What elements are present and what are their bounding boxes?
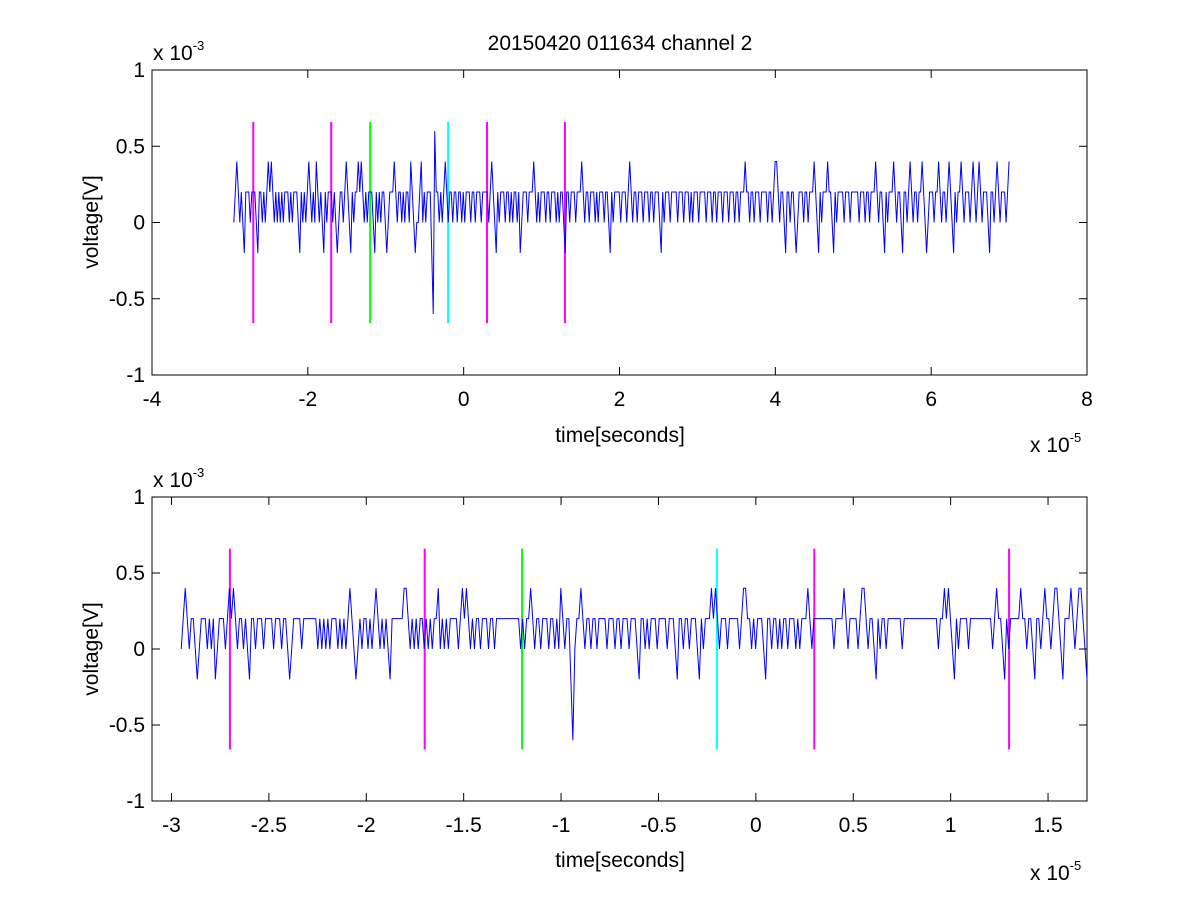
bottom-y-exponent-base: x 10 — [153, 469, 193, 492]
bottom-plot-area — [151, 496, 1088, 802]
bottom-series-group — [180, 587, 1088, 741]
bottom-x-tick-label: 0 — [750, 814, 762, 837]
bottom-x-tick-label: -3 — [162, 814, 181, 837]
top-series-group — [233, 130, 1010, 315]
bottom-signal-line — [180, 587, 1088, 741]
bottom-x-tick-label: 1 — [945, 814, 957, 837]
bottom-y-tick-label: 0.5 — [116, 562, 145, 585]
bottom-x-exponent-base: x 10 — [1030, 862, 1070, 885]
top-ticks: -4 -2 0 2 4 6 8 -1 -0.5 0 0.5 1 — [109, 59, 1093, 411]
bottom-axes: -3 -2.5 -2 -1.5 -1 -0.5 0 0.5 1 1.5 -1 -0.5 0 0.5 1 ti… — [80, 465, 1088, 885]
bottom-x-tick-label: -1 — [552, 814, 571, 837]
bottom-x-exponent-power: -5 — [1070, 858, 1082, 873]
bottom-y-axis-label: voltage[V] — [80, 602, 103, 695]
top-y-tick-label: -1 — [126, 364, 145, 387]
bottom-event-markers — [228, 548, 1011, 750]
bottom-y-tick-label: 0 — [133, 638, 145, 661]
top-x-exponent: x 10-5 — [1030, 430, 1081, 457]
top-y-tick-label: 1 — [133, 59, 145, 82]
bottom-x-tick-label: -2.5 — [251, 814, 287, 837]
top-x-tick-label: -4 — [143, 388, 162, 411]
bottom-x-axis-label: time[seconds] — [555, 849, 685, 872]
top-axes: -4 -2 0 2 4 6 8 -1 -0.5 0 0.5 1 time[seconds] volta… — [80, 38, 1093, 457]
top-y-tick-label: 0.5 — [116, 135, 145, 158]
top-y-tick-label: 0 — [133, 212, 145, 235]
top-plot-area — [151, 69, 1088, 376]
top-x-tick-label: 2 — [614, 388, 626, 411]
top-y-tick-label: -0.5 — [109, 288, 145, 311]
top-x-axis-label: time[seconds] — [555, 424, 685, 447]
bottom-x-tick-label: -2 — [357, 814, 376, 837]
top-x-tick-label: -2 — [298, 388, 317, 411]
top-x-tick-label: 0 — [458, 388, 470, 411]
top-event-markers — [252, 121, 566, 324]
top-x-exponent-power: -5 — [1070, 430, 1082, 445]
top-signal-line — [233, 130, 1010, 315]
bottom-y-tick-label: -1 — [126, 790, 145, 813]
bottom-x-tick-label: -0.5 — [640, 814, 676, 837]
bottom-x-exponent: x 10-5 — [1030, 858, 1081, 885]
bottom-y-exponent-power: -3 — [193, 465, 205, 480]
bottom-x-tick-label: 0.5 — [839, 814, 868, 837]
bottom-y-tick-label: 1 — [133, 486, 145, 509]
top-x-exponent-base: x 10 — [1030, 434, 1070, 457]
top-y-exponent-base: x 10 — [153, 42, 193, 65]
top-y-axis-label: voltage[V] — [80, 175, 103, 268]
bottom-x-tick-label: 1.5 — [1033, 814, 1062, 837]
top-x-tick-label: 8 — [1081, 388, 1093, 411]
top-x-tick-label: 6 — [925, 388, 937, 411]
bottom-x-tick-label: -1.5 — [446, 814, 482, 837]
top-x-tick-label: 4 — [769, 388, 781, 411]
bottom-y-exponent: x 10-3 — [153, 465, 204, 492]
figure-title: 20150420 011634 channel 2 — [488, 32, 753, 55]
bottom-y-tick-label: -0.5 — [109, 714, 145, 737]
bottom-ticks: -3 -2.5 -2 -1.5 -1 -0.5 0 0.5 1 1.5 -1 -0.5 0 0.5 1 — [109, 486, 1087, 837]
top-y-exponent-power: -3 — [193, 38, 205, 53]
top-y-exponent: x 10-3 — [153, 38, 204, 65]
